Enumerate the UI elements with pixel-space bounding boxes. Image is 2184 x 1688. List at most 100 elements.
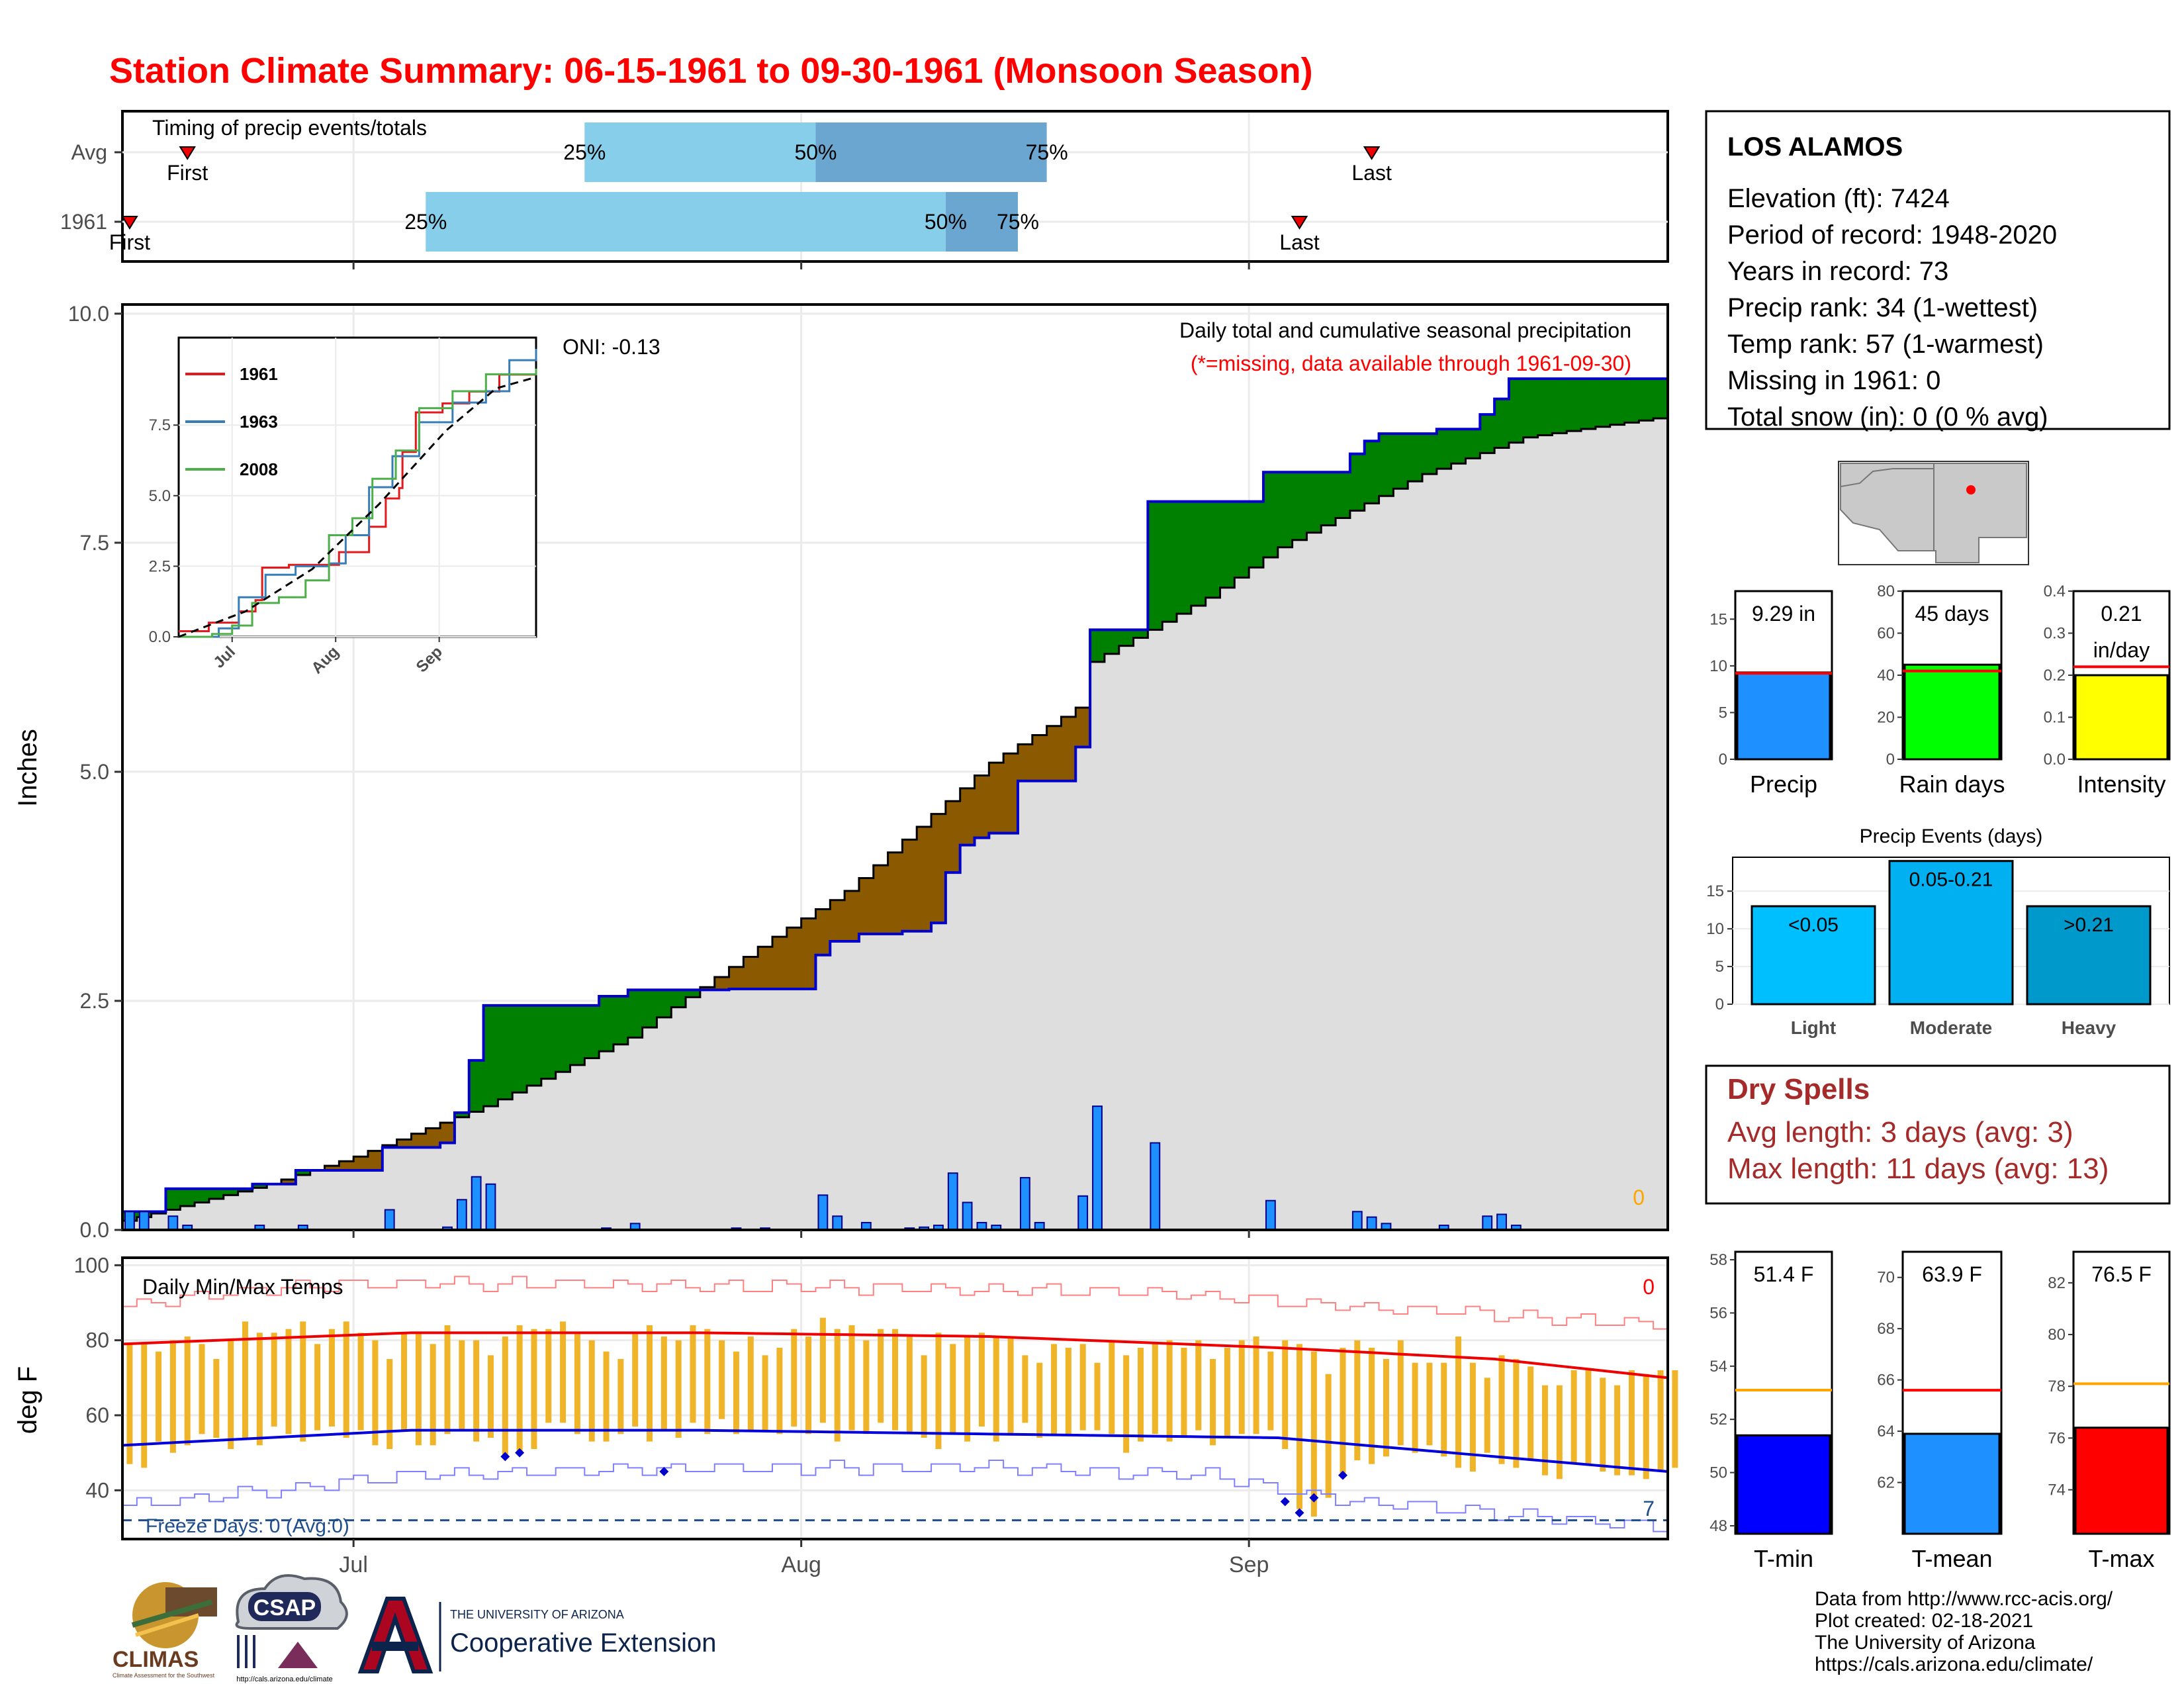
daily-precip-bar <box>471 1176 482 1231</box>
daily-temp-bar <box>1628 1370 1635 1476</box>
daily-precip-bar <box>817 1194 829 1231</box>
temp-x-tick-label: Aug <box>781 1552 821 1577</box>
summary-chart-t-max: 74 76 78 80 82 76.5 F T-max <box>2048 1250 2171 1572</box>
locator-map <box>1838 461 2029 565</box>
daily-precip-bar <box>1482 1215 1493 1231</box>
summary-bar-charts: 0 5 10 15 9.29 in Precip 0 20 40 60 80 45 days Rain … <box>1709 583 2171 1572</box>
summary-category-label: Intensity <box>2077 771 2165 798</box>
timing-last-label: Last <box>1351 161 1392 185</box>
daily-temp-bar <box>300 1321 306 1442</box>
daily-temp-bar <box>675 1340 682 1438</box>
daily-precip-bar <box>138 1211 150 1231</box>
above-average-fill <box>1306 472 1322 533</box>
temp-record-count: 0 <box>1643 1275 1655 1299</box>
summary-y-tick-label: 54 <box>1709 1358 1727 1376</box>
above-average-fill <box>1205 501 1221 598</box>
above-average-fill <box>599 996 614 1052</box>
above-average-fill <box>1393 434 1408 489</box>
below-average-fill <box>700 987 715 990</box>
above-average-fill <box>1277 472 1293 547</box>
record-low-marker <box>515 1448 525 1458</box>
normal-min-line <box>122 1429 1668 1473</box>
events-bar <box>1888 860 2014 1006</box>
summary-y-tick-label: 40 <box>1877 667 1895 684</box>
daily-temp-bar <box>1513 1359 1520 1468</box>
dry-spells-max: Max length: 11 days (avg: 13) <box>1727 1152 2109 1185</box>
temp-y-tick-label: 100 <box>74 1253 109 1277</box>
events-category-label: Heavy <box>2062 1017 2116 1038</box>
daily-temp-bar <box>1354 1340 1361 1460</box>
summary-y-tick-label: 68 <box>1877 1320 1895 1338</box>
events-bar <box>2026 905 2152 1006</box>
daily-temp-bar <box>1455 1336 1462 1468</box>
climas-logo: CLIMAS Climate Assessment for the Southw… <box>113 1582 217 1679</box>
events-y-tick-label: 10 <box>1706 920 1724 938</box>
record-low-marker <box>1295 1508 1304 1518</box>
daily-temp-bar <box>1383 1359 1389 1457</box>
above-average-fill <box>295 1170 311 1175</box>
daily-precip-bar <box>384 1209 395 1231</box>
summary-category-label: T-min <box>1754 1545 1813 1572</box>
timing-iqr-lower <box>426 192 946 252</box>
summary-value-label: 0.21 <box>2101 602 2142 626</box>
daily-temp-bar <box>1282 1340 1289 1449</box>
below-average-fill <box>1017 744 1033 781</box>
summary-y-tick-label: 10 <box>1709 657 1727 675</box>
inset-gridlines <box>179 338 536 637</box>
station-name: LOS ALAMOS <box>1727 132 1903 162</box>
daily-temp-bar <box>169 1340 176 1453</box>
above-average-fill <box>1552 379 1567 434</box>
summary-y-tick-label: 20 <box>1877 709 1895 727</box>
above-average-fill <box>483 1005 498 1107</box>
timing-last-label: Last <box>1279 230 1320 254</box>
daily-precip-bar <box>1366 1216 1377 1231</box>
temp-y-axis-label: deg F <box>13 1366 42 1434</box>
daily-precip-bar <box>1019 1177 1030 1231</box>
events-category-label: Moderate <box>1910 1017 1992 1038</box>
below-average-fill <box>714 976 730 990</box>
daily-temp-bar <box>1079 1344 1086 1430</box>
daily-temp-bar <box>184 1336 191 1446</box>
above-average-fill <box>252 1184 267 1188</box>
daily-precip-bar <box>1150 1142 1161 1231</box>
below-average-fill <box>830 900 845 941</box>
daily-temp-bar <box>228 1340 234 1449</box>
timing-row-label: 1961 <box>60 210 107 234</box>
temp-y-tick-label: 40 <box>85 1478 109 1502</box>
summary-y-tick-label: 0.4 <box>2044 583 2066 600</box>
timing-first-label: First <box>167 161 208 185</box>
record-low-marker <box>659 1467 669 1476</box>
above-average-fill <box>570 1005 585 1065</box>
inset-legend: 1961 1963 2008 <box>185 364 278 479</box>
station-info-box: LOS ALAMOS Elevation (ft): 7424 Period o… <box>1705 110 2171 432</box>
summary-y-tick-label: 15 <box>1709 610 1727 628</box>
daily-temp-bar <box>603 1351 610 1442</box>
above-average-fill <box>1177 501 1192 614</box>
events-bar-label: >0.21 <box>2064 914 2114 936</box>
timing-last-marker <box>1363 146 1381 160</box>
above-average-fill <box>1436 429 1452 469</box>
inset-series-lines <box>178 349 537 638</box>
inset-average-line <box>178 376 537 638</box>
daily-temp-bar <box>1238 1340 1245 1434</box>
csap-logo-url: http://cals.arizona.edu/climate <box>236 1675 333 1683</box>
summary-value-label-2: in/day <box>2093 638 2150 662</box>
record-low-marker <box>500 1452 510 1462</box>
below-average-fill <box>931 814 946 923</box>
inset-y-tick-label: 2.5 <box>149 557 171 575</box>
above-average-fill <box>1349 453 1365 511</box>
timing-p25-label: 25% <box>404 210 447 234</box>
daily-temp-bar <box>1498 1355 1505 1464</box>
daily-temp-bar <box>1643 1374 1649 1479</box>
above-average-fill <box>1364 441 1380 504</box>
timing-label: Timing of precip events/totals <box>152 116 427 140</box>
events-category-label: Light <box>1791 1017 1836 1038</box>
summary-y-tick-label: 74 <box>2048 1481 2066 1499</box>
station-line: Missing in 1961: 0 <box>1727 366 1940 395</box>
above-average-fill <box>498 1005 513 1100</box>
daily-temp-bars <box>126 1317 1678 1517</box>
summary-chart-t-min: 48 50 52 54 56 58 51.4 F T-min <box>1709 1250 1833 1572</box>
temp-lines <box>122 1276 1668 1532</box>
daily-temp-bar <box>1022 1355 1028 1423</box>
below-average-fill <box>887 852 903 934</box>
